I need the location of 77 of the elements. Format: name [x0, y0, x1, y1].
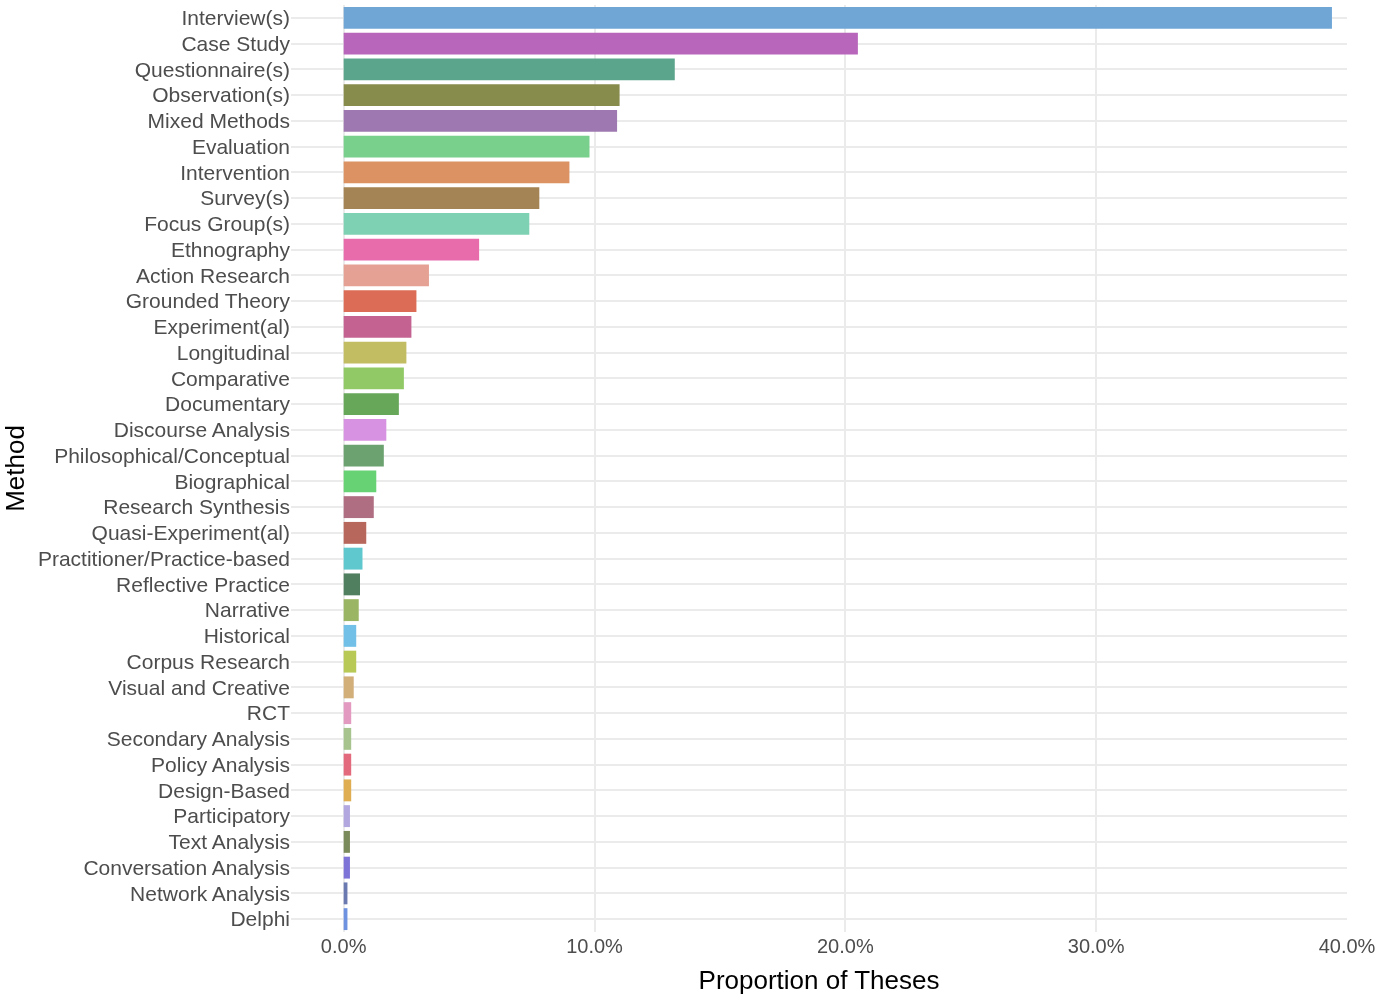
y-tick-label: Delphi	[230, 907, 290, 931]
bar	[343, 753, 352, 776]
bar	[343, 367, 404, 390]
x-tick-label: 20.0%	[816, 935, 874, 957]
y-tick-label: Discourse Analysis	[113, 418, 290, 442]
y-tick-label: RCT	[246, 701, 291, 725]
bar	[343, 290, 417, 313]
bar	[343, 856, 350, 879]
bar	[343, 32, 858, 55]
bar	[343, 444, 384, 467]
y-tick-label: Corpus Research	[126, 649, 290, 673]
bar	[343, 84, 620, 107]
y-axis-title: Method	[0, 425, 30, 512]
bar	[343, 650, 357, 673]
x-tick-label: 10.0%	[566, 935, 624, 957]
bar	[343, 727, 352, 750]
y-tick-label: Narrative	[204, 598, 290, 622]
bar	[343, 418, 387, 441]
y-tick-label: Design-Based	[158, 778, 290, 802]
y-tick-label: Visual and Creative	[108, 675, 290, 699]
bar	[343, 315, 412, 338]
y-tick-label: Interview(s)	[181, 6, 290, 30]
bar	[343, 264, 429, 287]
y-tick-label: Questionnaire(s)	[134, 57, 290, 81]
bar	[343, 496, 374, 519]
y-tick-label: Case Study	[181, 31, 291, 55]
x-axis-title: Proportion of Theses	[698, 965, 940, 995]
x-tick-label: 30.0%	[1067, 935, 1125, 957]
y-tick-label: Intervention	[180, 160, 290, 184]
y-tick-label: Evaluation	[191, 134, 290, 158]
y-tick-label: Grounded Theory	[125, 289, 291, 313]
bar	[343, 187, 540, 210]
bar	[343, 238, 480, 261]
y-tick-label: Documentary	[165, 392, 291, 416]
y-tick-label: Action Research	[135, 263, 290, 287]
y-tick-label: Quasi-Experiment(al)	[91, 521, 290, 545]
y-tick-label: Survey(s)	[200, 186, 290, 210]
bar	[343, 212, 530, 235]
bar	[343, 6, 1332, 29]
y-tick-label: Biographical	[174, 469, 290, 493]
bar	[343, 393, 399, 416]
bar	[343, 341, 407, 364]
bar	[343, 161, 570, 184]
bar	[343, 58, 675, 81]
y-tick-label: Text Analysis	[168, 830, 290, 854]
bar	[343, 676, 354, 699]
y-tick-label: Comparative	[170, 366, 290, 390]
bar	[343, 599, 359, 622]
y-tick-label: Historical	[203, 624, 290, 648]
y-tick-label: Experiment(al)	[153, 315, 290, 339]
y-tick-label: Reflective Practice	[116, 572, 290, 596]
y-tick-label: Longitudinal	[176, 340, 290, 364]
bar	[343, 624, 357, 647]
x-tick-label: 0.0%	[320, 935, 367, 957]
y-tick-label: Policy Analysis	[151, 752, 290, 776]
y-tick-label: Research Synthesis	[103, 495, 290, 519]
bar	[343, 805, 350, 828]
y-tick-label: Network Analysis	[130, 881, 290, 905]
y-tick-label: Practitioner/Practice-based	[37, 546, 290, 570]
bar	[343, 521, 367, 544]
y-tick-label: Ethnography	[170, 237, 291, 261]
bar	[343, 573, 360, 596]
y-tick-label: Focus Group(s)	[144, 212, 290, 236]
bar	[343, 109, 618, 132]
y-tick-label: Secondary Analysis	[106, 727, 290, 751]
y-tick-label: Mixed Methods	[147, 109, 290, 133]
bar	[343, 779, 352, 802]
bar	[343, 702, 352, 725]
y-tick-label: Participatory	[173, 804, 291, 828]
y-tick-label: Philosophical/Conceptual	[54, 443, 290, 467]
bar	[343, 830, 350, 853]
bar	[343, 135, 590, 158]
bar	[343, 470, 377, 493]
bar	[343, 547, 363, 570]
x-tick-label: 40.0%	[1318, 935, 1376, 957]
y-tick-label: Conversation Analysis	[83, 855, 290, 879]
y-tick-label: Observation(s)	[152, 83, 290, 107]
